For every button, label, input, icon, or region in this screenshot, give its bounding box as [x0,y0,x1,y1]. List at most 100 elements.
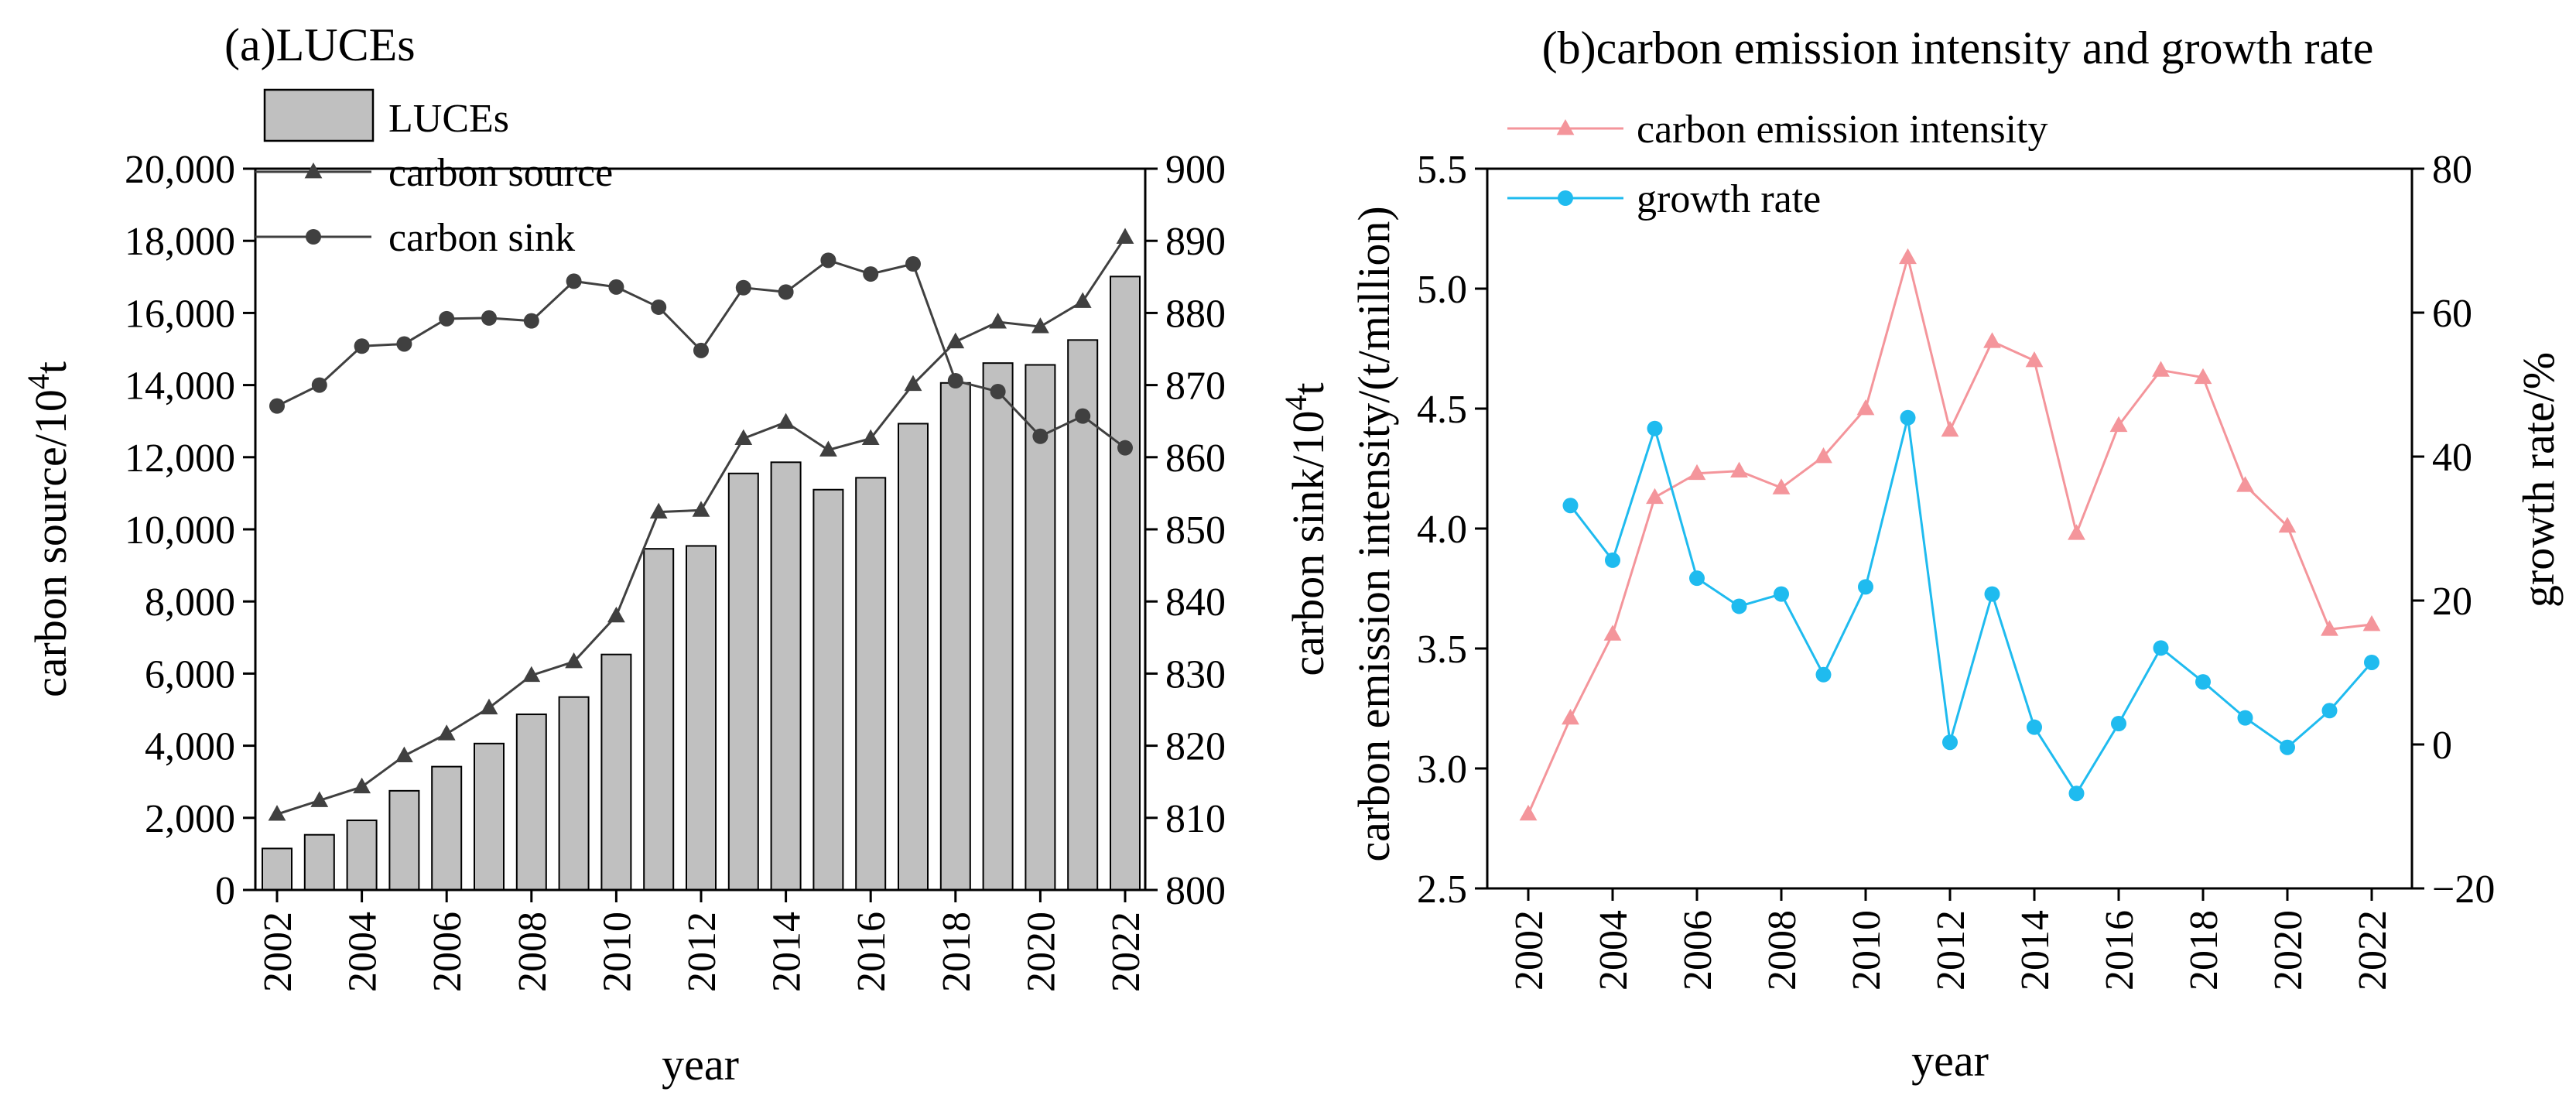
legend-growth-marker [1558,190,1573,206]
intensity-point [1899,248,1917,265]
carbon-source-point [437,724,456,741]
panel-a-legend: LUCEs carbon source carbon sink [255,88,613,260]
carbon-source-point [310,791,329,807]
luces-bars [262,276,1141,892]
luces-bar [1025,364,1056,891]
legend-carbon-sink-label: carbon sink [388,216,575,260]
carbon-sink-point [481,310,497,326]
left-y-tick-label: 8,000 [145,580,235,625]
x-tick-label: 2012 [680,912,724,992]
carbon-sink-point [396,336,412,352]
growth-point [2153,640,2169,656]
intensity-point [1730,461,1748,477]
panel-a-right-axis-title: carbon sink/104t [1278,382,1334,676]
panel-b-ticks: 2.5 3.0 3.5 4.0 4.5 5.0 5.5 −20 0 20 40 60 80 2002 200… [1417,148,2495,991]
left-y-tick-label: 0 [215,869,235,913]
luces-bar [431,765,463,891]
growth-point [2321,703,2338,719]
panel-a-left-axis-title: carbon source/104t [21,361,77,697]
carbon-source-point [522,666,541,683]
carbon-sink-point [439,310,455,327]
left-y-tick-label: 3.5 [1417,628,1467,672]
panel-b-x-axis-title: year [1911,1035,1989,1086]
panel-b-legend: carbon emission intensity growth rate [1507,108,2047,221]
right-y-tick-label: 900 [1165,148,1226,192]
intensity-point [2025,351,2044,368]
x-tick-label: 2014 [2013,910,2058,991]
left-y-tick-label: 20,000 [125,148,235,192]
carbon-sink-point [1075,408,1091,424]
growth-point [2280,739,2295,755]
right-y-tick-label: 880 [1165,292,1226,336]
carbon-sink-point [1032,428,1049,444]
x-tick-label: 2022 [1104,912,1148,992]
luces-bar [939,382,971,891]
growth-point [1605,552,1620,568]
left-y-tick-label: 18,000 [125,220,235,264]
luces-bar [982,362,1014,891]
x-tick-label: 2010 [1845,910,1889,991]
left-y-tick-label: 16,000 [125,292,235,336]
carbon-sink-point [947,373,963,389]
growth-point [1689,570,1705,587]
right-y-tick-label: 890 [1165,220,1226,264]
luces-bar [812,488,844,891]
x-tick-label: 2018 [935,912,979,992]
carbon-sink-point [905,256,921,272]
carbon-source-point [692,501,710,517]
carbon-source-point [861,429,880,445]
intensity-point [2236,476,2254,492]
intensity-point [2362,615,2381,631]
panel-a-lines [268,228,1134,821]
legend-carbon-sink-marker [306,229,321,245]
intensity-point [1983,332,2001,348]
intensity-line [1527,252,2372,815]
luces-bar [346,820,378,892]
right-y-tick-label: 80 [2432,148,2472,192]
growth-point [2237,710,2253,726]
intensity-point [2068,524,2085,540]
luces-bar [727,472,759,891]
carbon-source-point [649,502,668,519]
carbon-sink-point [566,273,582,289]
x-tick-label: 2006 [426,912,470,992]
carbon-sink-point [735,279,751,296]
growth-point [1647,420,1663,436]
carbon-sink-point [863,266,879,282]
growth-point [1984,586,2000,602]
legend-intensity-label: carbon emission intensity [1637,108,2047,152]
growth-point [1942,734,1958,751]
intensity-point [2194,368,2212,385]
carbon-source-point [565,652,583,669]
luces-bar [898,423,929,891]
luces-bar [600,653,632,892]
carbon-source-point [946,332,965,349]
growth-point [2364,654,2379,670]
carbon-sink-point [354,338,370,354]
left-y-tick-label: 5.5 [1417,148,1467,192]
intensity-point [1603,625,1622,641]
right-y-tick-label: 830 [1165,652,1226,696]
carbon-sink-point [651,299,667,315]
intensity-point [1562,708,1579,725]
intensity-point [1856,399,1875,416]
intensity-point [2321,620,2338,636]
growth-point [1774,586,1789,602]
left-y-tick-label: 5.0 [1417,268,1467,312]
left-y-tick-label: 4.5 [1417,388,1467,432]
intensity-point [1772,478,1791,495]
intensity-point [1688,464,1706,481]
legend-carbon-source-label: carbon source [388,151,613,195]
carbon-sink-point [778,284,794,300]
x-tick-label: 2004 [341,912,385,992]
growth-point [1900,409,1916,426]
luces-bar [303,833,335,892]
legend-growth-label: growth rate [1637,177,1821,221]
x-tick-label: 2006 [1676,910,1720,991]
carbon-source-point [1073,292,1092,308]
growth-point [1815,666,1832,683]
intensity-point [1646,488,1664,505]
intensity-point [2278,516,2297,533]
right-y-tick-label: 40 [2432,436,2472,480]
